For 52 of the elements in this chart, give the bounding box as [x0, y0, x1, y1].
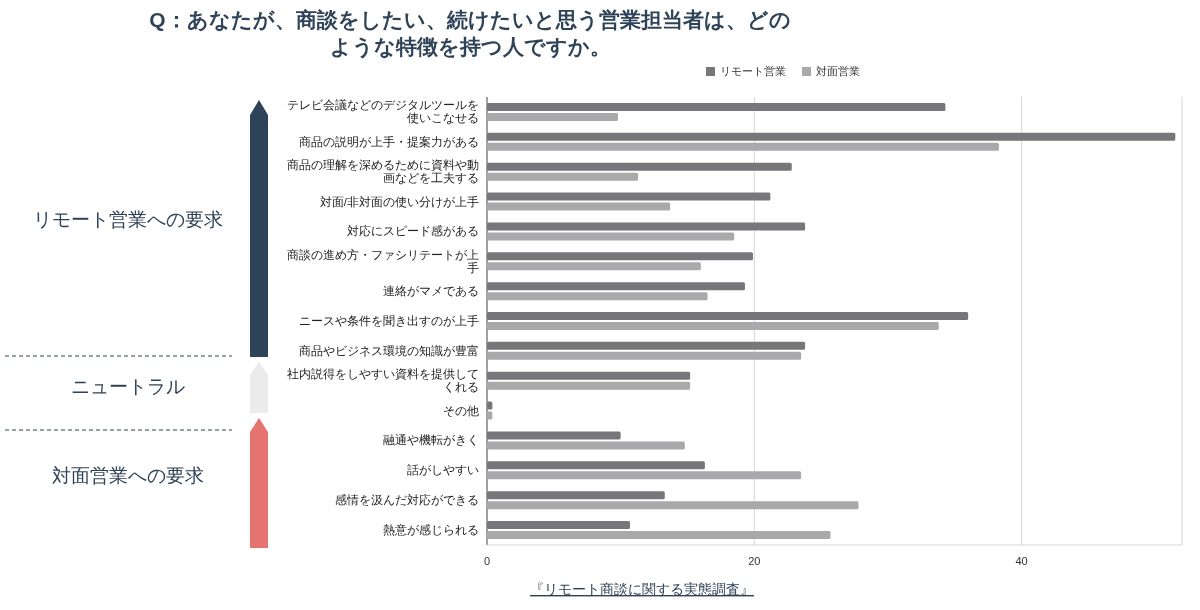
- text: リモート営業への要求: [33, 209, 223, 230]
- bar: [487, 491, 665, 500]
- legend-label: リモート営業: [720, 65, 786, 77]
- bar: [487, 192, 771, 201]
- y-tick-label: テレビ会議などのデジタルツールを使いこなせる: [287, 98, 479, 126]
- bar: [487, 312, 969, 320]
- y-tick-label: 商談の進め方・ファシリテートが上手: [287, 247, 479, 274]
- y-tick-label: その他: [443, 404, 479, 418]
- bar: [487, 282, 745, 291]
- bar: [487, 252, 753, 261]
- bar: [487, 341, 806, 350]
- bar: [487, 232, 735, 241]
- y-tick-label: 社内説得をしやすい資料を提供してくれる: [287, 368, 479, 395]
- bar: [487, 102, 946, 111]
- bar: [487, 381, 691, 390]
- y-tick-label: 感情を汲んだ対応ができる: [335, 493, 479, 508]
- bar: [487, 351, 802, 360]
- bar: [487, 132, 1176, 141]
- y-tick-label: 商品の説明が上手・提案力がある: [299, 134, 479, 149]
- bar: [487, 112, 618, 121]
- bar: [487, 431, 621, 440]
- bar: [487, 292, 708, 301]
- bar: [487, 441, 685, 450]
- bar: [487, 371, 691, 380]
- bar: [487, 322, 939, 330]
- bar: [487, 461, 705, 470]
- x-tick-label: 20: [748, 555, 761, 567]
- bar: [487, 471, 802, 480]
- text: 対面営業への要求: [52, 465, 204, 486]
- y-tick-label: 熱意が感じられる: [383, 524, 479, 537]
- bar: [487, 501, 859, 510]
- y-tick-label: 対面/非対面の使い分けが上手: [319, 194, 479, 209]
- bar: [487, 162, 792, 171]
- text: ニュートラル: [71, 376, 185, 397]
- bar: [487, 142, 999, 151]
- y-tick-label: 連絡がマメである: [383, 285, 479, 299]
- y-tick-label: 話がしやすい: [407, 464, 479, 478]
- chart-title: Q：あなたが、商談をしたい、続けたいと思う営業担当者は、どのような特徴を持つ人ですか。: [149, 7, 791, 59]
- bar: [487, 262, 701, 271]
- x-tick-label: 40: [1015, 555, 1028, 567]
- bar: [487, 222, 806, 231]
- x-tick-label: 0: [483, 555, 491, 567]
- y-tick-label: 融通や機転がきく: [383, 434, 479, 448]
- bar: [487, 521, 631, 530]
- y-tick-label: 商品の理解を深めるために資料や動画などを工夫する: [287, 158, 479, 186]
- bar: [487, 531, 831, 540]
- y-tick-label: 商品やビジネス環境の知識が豊富: [299, 343, 479, 357]
- y-tick-label: 対応にスピード感がある: [347, 224, 479, 239]
- y-tick-label: ニースや条件を聞き出すのが上手: [299, 314, 479, 328]
- legend-label: 対面営業: [816, 65, 860, 77]
- bar: [487, 172, 639, 181]
- bar: [487, 202, 671, 211]
